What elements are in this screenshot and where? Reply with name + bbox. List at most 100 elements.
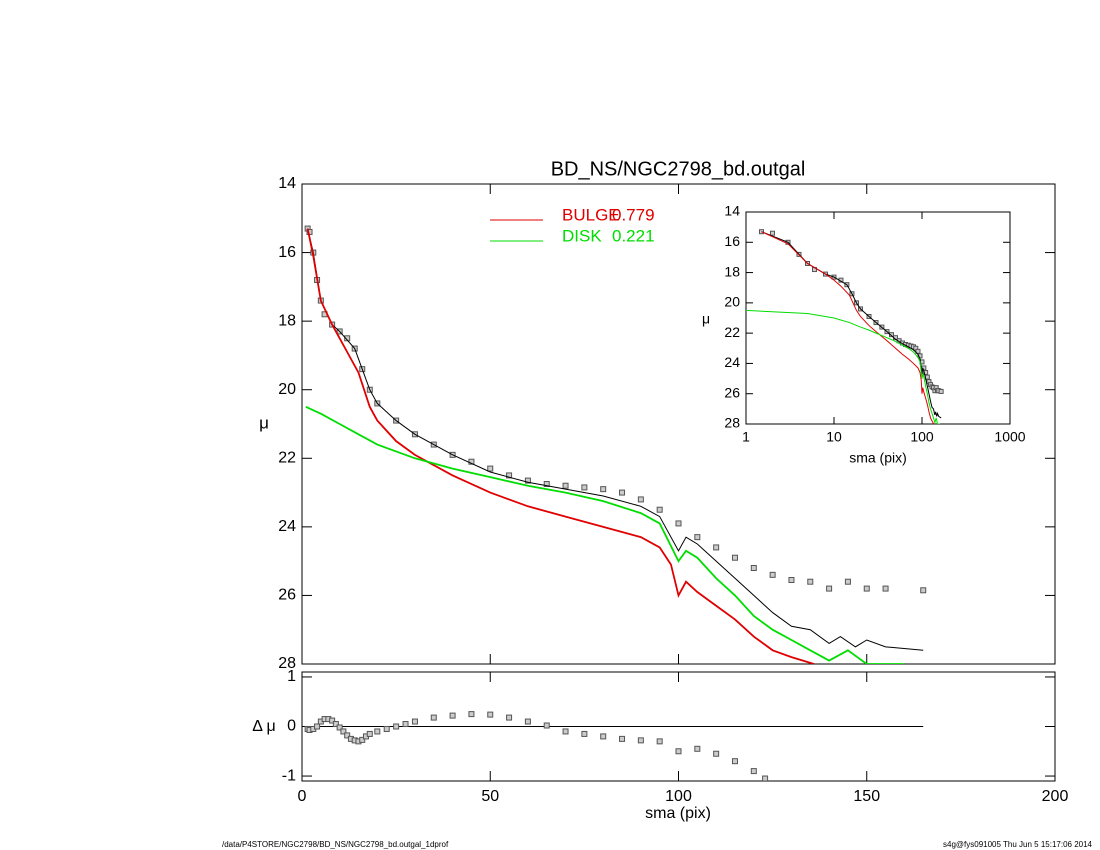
y-tick-label: 18 bbox=[278, 312, 296, 329]
data-point bbox=[468, 458, 475, 465]
data-point bbox=[844, 578, 851, 585]
y-tick-label: 24 bbox=[278, 518, 296, 535]
data-point bbox=[656, 506, 663, 513]
y-tick-label: -1 bbox=[282, 767, 296, 784]
data-point bbox=[863, 585, 870, 592]
residual-point bbox=[562, 728, 569, 735]
y-tick-label: 22 bbox=[724, 324, 740, 340]
y-tick-label: 26 bbox=[724, 384, 740, 400]
x-tick-label: 150 bbox=[853, 788, 880, 805]
chart-title: BD_NS/NGC2798_bd.outgal bbox=[551, 158, 806, 180]
y-tick-label: 1 bbox=[287, 668, 296, 685]
data-point bbox=[888, 332, 894, 338]
plot-frame bbox=[745, 211, 1011, 425]
residual-point bbox=[762, 775, 769, 781]
data-point bbox=[938, 388, 944, 394]
residual-point bbox=[332, 721, 339, 728]
x-axis-label: sma (pix) bbox=[645, 805, 711, 822]
residual-point bbox=[411, 718, 418, 725]
footer-right: s4g@fys091005 Thu Jun 5 15:17:06 2014 bbox=[943, 840, 1093, 849]
y-axis-label: μ bbox=[259, 413, 269, 432]
residual-point bbox=[336, 724, 343, 731]
y-tick-label: 14 bbox=[278, 175, 296, 192]
y-tick-label: 16 bbox=[278, 244, 296, 261]
y-tick-label: 14 bbox=[724, 203, 740, 219]
residual-y-axis-label: Δ μ bbox=[252, 718, 275, 735]
data-point bbox=[750, 565, 757, 571]
y-tick-label: 16 bbox=[724, 233, 740, 249]
residual-point bbox=[468, 711, 475, 718]
x-tick-label: 50 bbox=[481, 788, 499, 805]
data-point bbox=[600, 486, 607, 493]
residual-point bbox=[340, 728, 347, 735]
y-tick-label: 22 bbox=[278, 450, 296, 467]
model-line bbox=[746, 309, 940, 424]
model-line bbox=[761, 231, 942, 419]
residual-point bbox=[329, 717, 336, 724]
residual-point bbox=[731, 758, 738, 765]
data-point bbox=[562, 482, 569, 489]
data-point bbox=[487, 465, 494, 472]
legend-value: 0.779 bbox=[612, 205, 655, 224]
residual-point bbox=[694, 745, 701, 752]
residual-point bbox=[524, 718, 531, 725]
legend-label: DISK bbox=[562, 226, 602, 245]
model-line bbox=[307, 228, 924, 651]
residual-point bbox=[449, 712, 456, 719]
data-point bbox=[581, 484, 588, 491]
y-tick-label: 28 bbox=[724, 415, 740, 431]
data-point bbox=[826, 585, 833, 592]
residual-point bbox=[487, 711, 494, 718]
y-tick-label: 26 bbox=[278, 587, 296, 604]
residual-point bbox=[506, 714, 513, 721]
x-tick-label: 100 bbox=[665, 788, 692, 805]
model-line bbox=[306, 228, 815, 664]
inset-x-axis-label: sma (pix) bbox=[849, 450, 907, 466]
residual-point bbox=[374, 728, 381, 735]
residual-point bbox=[402, 721, 409, 728]
data-point bbox=[731, 554, 738, 561]
data-point bbox=[788, 577, 795, 583]
residual-point bbox=[656, 738, 663, 745]
residual-point bbox=[344, 732, 351, 739]
data-point bbox=[920, 587, 927, 594]
data-point bbox=[675, 520, 682, 527]
data-point bbox=[344, 335, 351, 342]
series-group bbox=[746, 229, 944, 424]
x-tick-label: 10 bbox=[826, 429, 842, 445]
residual-point bbox=[359, 736, 366, 743]
residual-point bbox=[675, 748, 682, 755]
x-tick-label: 200 bbox=[1042, 788, 1069, 805]
x-tick-label: 100 bbox=[910, 429, 934, 445]
data-point bbox=[543, 481, 550, 487]
series-group bbox=[304, 225, 927, 664]
footer-left: /data/P4STORE/NGC2798/BD_NS/NGC2798_bd.o… bbox=[222, 840, 449, 849]
data-point bbox=[915, 348, 921, 354]
data-point bbox=[506, 472, 513, 479]
residual-point bbox=[366, 730, 373, 737]
data-point bbox=[923, 370, 929, 376]
data-point bbox=[713, 544, 720, 551]
model-line bbox=[761, 231, 935, 424]
data-point bbox=[619, 489, 626, 496]
y-tick-label: 28 bbox=[278, 655, 296, 672]
model-line bbox=[305, 406, 905, 664]
data-point bbox=[694, 534, 701, 541]
residual-point bbox=[581, 730, 588, 737]
residual-points bbox=[304, 711, 769, 781]
y-tick-label: 24 bbox=[724, 354, 740, 370]
legend-label: BULGE bbox=[562, 205, 620, 224]
residual-point bbox=[750, 768, 757, 775]
y-tick-label: 18 bbox=[724, 263, 740, 279]
y-tick-label: 20 bbox=[724, 294, 740, 310]
data-point bbox=[769, 230, 775, 236]
inset-y-axis-label: μ bbox=[702, 311, 710, 327]
data-point bbox=[524, 477, 531, 484]
residual-point bbox=[393, 723, 400, 730]
residual-point bbox=[383, 725, 390, 732]
data-point bbox=[637, 496, 644, 503]
y-tick-label: 20 bbox=[278, 381, 296, 398]
data-point bbox=[769, 571, 776, 578]
